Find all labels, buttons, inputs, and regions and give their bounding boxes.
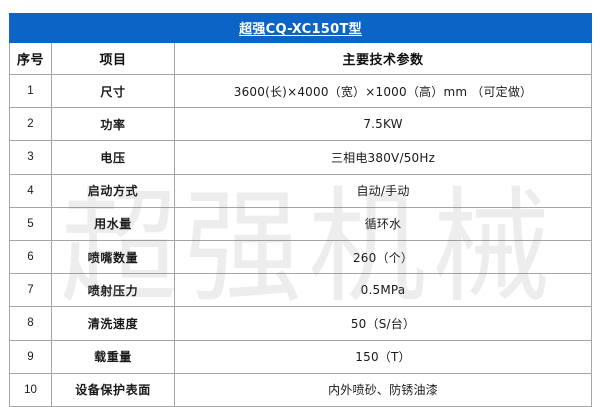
table-row: 1 尺寸 3600(长)×4000（宽）×1000（高）mm （可定做）: [9, 73, 593, 109]
row-item-value: 自动/手动: [173, 173, 593, 208]
specification-table: 超强CQ-XC150T型 序号 项目 主要技术参数 1 尺寸 3600(长)×4…: [8, 13, 593, 407]
row-item-name: 用水量: [51, 206, 175, 241]
row-item-value: 内外喷砂、防锈油漆: [173, 372, 593, 407]
table-row: 3 电压 三相电380V/50Hz: [9, 140, 593, 175]
table-row: 8 清洗速度 50（S/台）: [9, 306, 593, 341]
row-item-value: 150（T）: [173, 339, 593, 374]
table-row: 9 载重量 150（T）: [9, 339, 593, 374]
row-index: 2: [9, 107, 52, 142]
row-item-name: 喷射压力: [51, 273, 175, 308]
row-item-value: 循环水: [173, 206, 593, 241]
row-item-value: 7.5KW: [173, 107, 593, 142]
table-title-row: 超强CQ-XC150T型: [8, 13, 593, 43]
row-item-name: 启动方式: [51, 173, 175, 208]
row-index: 9: [9, 339, 52, 374]
column-header-no: 序号: [9, 42, 52, 75]
row-item-value: 260（个）: [173, 239, 593, 275]
page-title: 超强CQ-XC150T型: [239, 22, 362, 37]
table-row: 2 功率 7.5KW: [9, 107, 593, 142]
row-index: 5: [9, 206, 52, 241]
row-item-name: 喷嘴数量: [51, 239, 175, 275]
spec-table-body: 超强CQ-XC150T型 序号 项目 主要技术参数 1 尺寸 3600(长)×4…: [8, 13, 593, 407]
row-item-name: 电压: [51, 140, 175, 175]
row-index: 8: [9, 306, 52, 341]
table-row: 4 启动方式 自动/手动: [9, 173, 593, 208]
row-index: 7: [9, 273, 52, 308]
row-item-name: 载重量: [51, 339, 175, 374]
row-index: 10: [9, 372, 52, 407]
table-row: 7 喷射压力 0.5MPa: [9, 273, 593, 308]
row-index: 6: [9, 239, 52, 275]
row-index: 4: [9, 173, 52, 208]
row-item-value: 三相电380V/50Hz: [173, 140, 593, 175]
row-item-value: 0.5MPa: [173, 273, 593, 308]
column-header-item: 项目: [51, 42, 175, 75]
row-index: 3: [9, 140, 52, 175]
column-header-param: 主要技术参数: [173, 42, 593, 75]
row-item-name: 设备保护表面: [51, 372, 175, 407]
row-item-value: 50（S/台）: [173, 306, 593, 341]
row-item-name: 尺寸: [51, 73, 175, 109]
row-item-name: 清洗速度: [51, 306, 175, 341]
row-item-value: 3600(长)×4000（宽）×1000（高）mm （可定做）: [173, 73, 593, 109]
table-row: 10 设备保护表面 内外喷砂、防锈油漆: [9, 372, 593, 407]
row-index: 1: [9, 73, 52, 109]
table-header-row: 序号 项目 主要技术参数: [9, 42, 593, 75]
table-row: 6 喷嘴数量 260（个）: [9, 239, 593, 275]
row-item-name: 功率: [51, 107, 175, 142]
table-title-cell: 超强CQ-XC150T型: [8, 13, 593, 43]
table-row: 5 用水量 循环水: [9, 206, 593, 241]
spec-table-wrapper: 超强CQ-XC150T型 序号 项目 主要技术参数 1 尺寸 3600(长)×4…: [8, 13, 593, 407]
